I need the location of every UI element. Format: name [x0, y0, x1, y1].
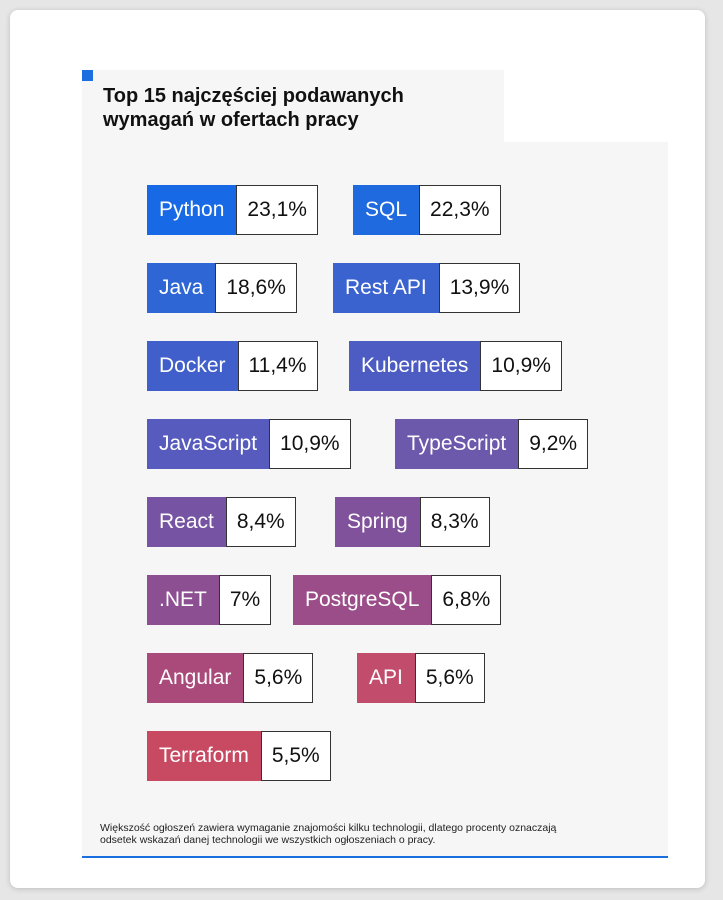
- tag-label: React: [147, 497, 226, 547]
- tag-terraform: Terraform 5,5%: [147, 731, 331, 781]
- title-line-2: wymagań w ofertach pracy: [103, 109, 359, 131]
- tag-label: .NET: [147, 575, 219, 625]
- tag-value: 22,3%: [419, 185, 501, 235]
- tag-react: React 8,4%: [147, 497, 296, 547]
- tag-label: Angular: [147, 653, 244, 703]
- tag-python: Python 23,1%: [147, 185, 318, 235]
- tag-value: 8,3%: [419, 497, 490, 547]
- tag-label: SQL: [353, 185, 420, 235]
- tag-label: Java: [147, 263, 216, 313]
- tag-angular: Angular 5,6%: [147, 653, 314, 703]
- tag-label: Docker: [147, 341, 238, 391]
- tag-java: Java 18,6%: [147, 263, 297, 313]
- tag-value: 23,1%: [236, 185, 318, 235]
- tag-docker: Docker 11,4%: [147, 341, 318, 391]
- tag-typescript: TypeScript 9,2%: [395, 419, 589, 469]
- tag-value: 8,4%: [225, 497, 296, 547]
- tag-spring: Spring 8,3%: [335, 497, 490, 547]
- tag-label: Terraform: [147, 731, 261, 781]
- tag-label: API: [357, 653, 415, 703]
- tag-kubernetes: Kubernetes 10,9%: [349, 341, 562, 391]
- tag-value: 6,8%: [431, 575, 502, 625]
- footnote: Większość ogłoszeń zawiera wymaganie zna…: [100, 822, 660, 846]
- tag-value: 11,4%: [237, 341, 318, 391]
- bottom-line: [82, 856, 668, 858]
- tag-value: 13,9%: [438, 263, 521, 313]
- tag-value: 10,9%: [480, 341, 562, 391]
- tag-value: 7%: [218, 575, 272, 625]
- tag-javascript: JavaScript 10,9%: [147, 419, 351, 469]
- tag-sql: SQL 22,3%: [353, 185, 501, 235]
- accent-square: [82, 70, 93, 81]
- tag-value: 18,6%: [215, 263, 297, 313]
- tag-value: 5,6%: [414, 653, 485, 703]
- tag-label: PostgreSQL: [293, 575, 432, 625]
- tag-label: JavaScript: [147, 419, 270, 469]
- tag-value: 5,5%: [260, 731, 331, 781]
- tag-label: TypeScript: [395, 419, 519, 469]
- footnote-line-1: Większość ogłoszeń zawiera wymaganie zna…: [100, 822, 557, 834]
- tag-label: Rest API: [333, 263, 439, 313]
- tag-label: Spring: [335, 497, 420, 547]
- page-title: Top 15 najczęściej podawanych wymagań w …: [103, 84, 493, 132]
- tag-api: API 5,6%: [357, 653, 485, 703]
- tag-value: 5,6%: [243, 653, 314, 703]
- tag-value: 10,9%: [269, 419, 351, 469]
- footnote-line-2: odsetek wskazań danej technologii we wsz…: [100, 834, 436, 846]
- tag-rest-api: Rest API 13,9%: [333, 263, 521, 313]
- tag-postgresql: PostgreSQL 6,8%: [293, 575, 502, 625]
- tag-label: Kubernetes: [349, 341, 481, 391]
- title-line-1: Top 15 najczęściej podawanych: [103, 85, 404, 107]
- tag-value: 9,2%: [518, 419, 589, 469]
- tag-net: .NET 7%: [147, 575, 272, 625]
- tag-label: Python: [147, 185, 237, 235]
- title-box: [82, 70, 504, 142]
